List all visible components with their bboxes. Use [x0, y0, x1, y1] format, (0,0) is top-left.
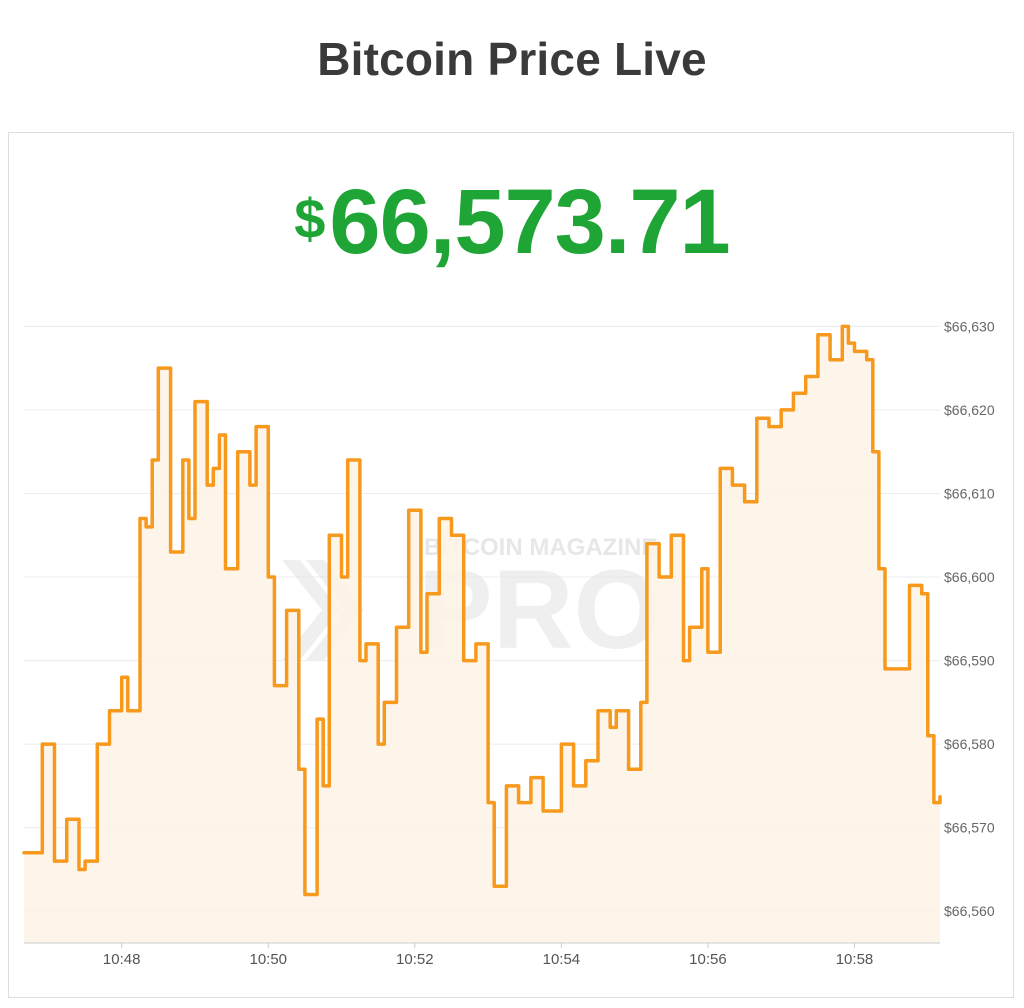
x-tick-label: 10:52 — [396, 951, 434, 968]
x-tick-label: 10:48 — [103, 951, 141, 968]
x-tick-label: 10:56 — [689, 951, 727, 968]
price-area — [24, 326, 940, 943]
y-tick-label: $66,560 — [944, 903, 995, 919]
x-tick-label: 10:58 — [836, 951, 874, 968]
y-tick-label: $66,580 — [944, 736, 995, 752]
y-tick-label: $66,570 — [944, 820, 995, 836]
y-tick-label: $66,610 — [944, 485, 995, 501]
live-price: $66,573.71 — [0, 170, 1024, 275]
y-tick-label: $66,620 — [944, 402, 995, 418]
page-title: Bitcoin Price Live — [317, 33, 707, 85]
x-tick-label: 10:54 — [543, 951, 581, 968]
y-tick-label: $66,630 — [944, 318, 995, 334]
y-tick-label: $66,590 — [944, 653, 995, 669]
price-currency-symbol: $ — [294, 187, 326, 250]
y-tick-label: $66,600 — [944, 569, 995, 585]
area-fill — [24, 326, 940, 943]
series-line — [22, 324, 942, 897]
price-line — [22, 324, 942, 897]
price-value: 66,573.71 — [329, 171, 730, 273]
x-tick-label: 10:50 — [249, 951, 287, 968]
chart-axes: $66,560 $66,570 $66,580 $66,590 $66,600 $66,6… — [24, 318, 995, 968]
